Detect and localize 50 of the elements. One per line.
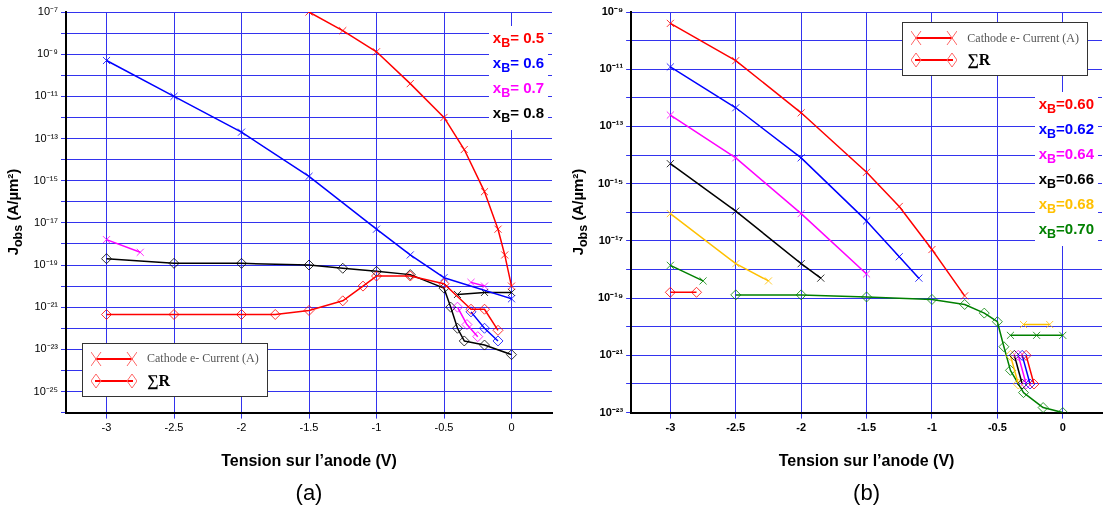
- x-tick-label: -1: [371, 421, 382, 434]
- y-tick-label: 10⁻¹¹: [34, 89, 59, 102]
- y-tick-label: 10⁻¹³: [599, 119, 624, 132]
- x-tick-label: -2.5: [726, 421, 746, 434]
- x-tick-label: -0.5: [987, 421, 1007, 434]
- annotation: Cathode e- Current (A): [147, 351, 259, 367]
- y-tick-label: 10⁻⁹: [601, 5, 624, 18]
- text: x$_{B}$=0.60: [1038, 94, 1094, 119]
- y-tick-label: 10⁻²³: [599, 405, 624, 418]
- annotation: ∑R: [967, 51, 991, 69]
- y-tick-label: 10⁻²⁵: [33, 384, 58, 397]
- y-tick-label: 10⁻⁹: [37, 47, 58, 60]
- y-tick-label: 10⁻²³: [34, 342, 59, 355]
- x-tick-label: 0: [1059, 421, 1066, 434]
- text: x$_{B}$=0.70: [1038, 219, 1094, 244]
- y-tick-label: 10⁻⁷: [37, 5, 59, 18]
- text: x$_{B}$=0.62: [1038, 119, 1094, 144]
- text: x$_{B}$= 0.8: [492, 103, 544, 127]
- annotation: Cathode e- Current (A): [967, 30, 1079, 46]
- text: (b): [853, 480, 880, 506]
- x-tick-label: -1.5: [857, 421, 877, 434]
- y-tick-label: 10⁻¹⁹: [33, 258, 58, 271]
- y-tick-label: 10⁻¹⁵: [33, 173, 58, 186]
- x-axis-title: Tension sur l’anode (V): [221, 451, 397, 469]
- y-tick-label: 10⁻¹⁷: [34, 215, 59, 228]
- text: x$_{B}$= 0.7: [492, 78, 544, 102]
- y-tick-label: 10⁻²¹: [34, 300, 59, 313]
- text: x$_{B}$=0.66: [1038, 169, 1094, 194]
- y-tick-label: 10⁻¹³: [34, 131, 59, 144]
- text: x$_{B}$= 0.6: [492, 53, 544, 77]
- text: x$_{B}$=0.68: [1038, 194, 1094, 219]
- x-tick-label: -2: [236, 421, 247, 434]
- x-tick-label: -1: [927, 421, 937, 434]
- x-tick-label: -2: [796, 421, 807, 434]
- x-tick-label: 0: [508, 421, 515, 434]
- y-tick-label: 10⁻¹⁹: [597, 291, 624, 304]
- x-tick-label: -2.5: [164, 421, 184, 434]
- y-tick-label: 10⁻²¹: [599, 348, 624, 361]
- x-axis-title: Tension sur l’anode (V): [778, 451, 955, 469]
- y-tick-label: 10⁻¹⁵: [598, 176, 624, 189]
- y-tick-label: 10⁻¹¹: [599, 62, 624, 75]
- x-tick-label: -3: [101, 421, 112, 434]
- y-tick-label: 10⁻¹⁷: [598, 233, 624, 246]
- text: x$_{B}$=0.64: [1038, 144, 1094, 169]
- text: x$_{B}$= 0.5: [492, 28, 544, 52]
- x-tick-label: -0.5: [434, 421, 454, 434]
- annotation: ∑R: [147, 371, 170, 390]
- text: (a): [295, 480, 323, 506]
- x-tick-label: -3: [665, 421, 676, 434]
- x-tick-label: -1.5: [299, 421, 319, 434]
